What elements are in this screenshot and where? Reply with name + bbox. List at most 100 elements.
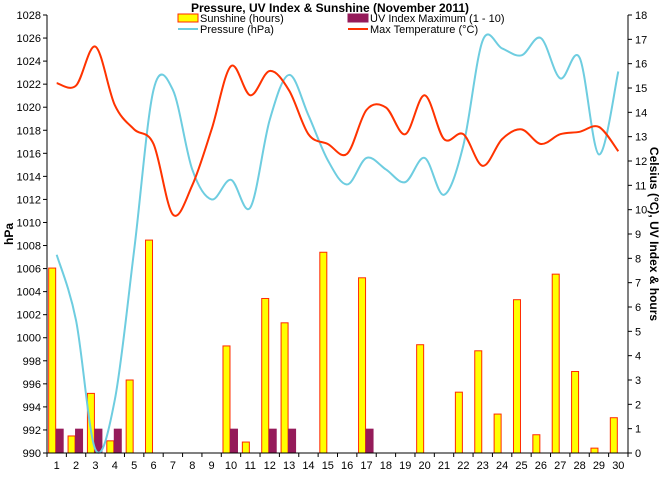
sunshine-bar bbox=[241, 441, 250, 454]
x-tick-label: 6 bbox=[150, 460, 156, 472]
x-tick-label: 15 bbox=[322, 460, 334, 472]
x-tick-label: 18 bbox=[380, 460, 392, 472]
left-tick-label: 992 bbox=[23, 425, 41, 437]
x-tick-label: 23 bbox=[477, 460, 489, 472]
legend-label: Sunshine (hours) bbox=[200, 13, 284, 25]
sunshine-bar bbox=[512, 299, 521, 454]
x-tick-label: 10 bbox=[225, 460, 237, 472]
sunshine-bar bbox=[493, 413, 502, 454]
left-tick-label: 996 bbox=[23, 379, 41, 391]
uv-bar bbox=[229, 428, 238, 453]
x-tick-label: 17 bbox=[360, 460, 372, 472]
right-tick-label: 13 bbox=[635, 132, 647, 144]
x-tick-label: 11 bbox=[245, 460, 256, 472]
left-tick-label: 990 bbox=[23, 448, 41, 460]
right-tick-label: 0 bbox=[635, 448, 641, 460]
sunshine-bar bbox=[551, 273, 560, 454]
x-tick-label: 12 bbox=[264, 460, 276, 472]
right-tick-label: 16 bbox=[635, 59, 647, 71]
right-tick-label: 3 bbox=[635, 375, 641, 387]
right-tick-label: 15 bbox=[635, 83, 647, 95]
right-tick-label: 1 bbox=[635, 424, 641, 436]
right-tick-label: 12 bbox=[635, 156, 647, 168]
sunshine-bar bbox=[532, 434, 541, 454]
right-tick-label: 5 bbox=[635, 326, 641, 338]
left-tick-label: 1012 bbox=[17, 194, 41, 206]
x-tick-label: 19 bbox=[399, 460, 411, 472]
legend-label: Max Temperature (°C) bbox=[370, 24, 478, 36]
right-tick-label: 4 bbox=[635, 351, 641, 363]
sunshine-bar bbox=[222, 345, 231, 454]
x-tick-label: 14 bbox=[302, 460, 314, 472]
right-tick-label: 10 bbox=[635, 205, 647, 217]
sunshine-bar bbox=[319, 251, 328, 454]
chart-title: Pressure, UV Index & Sunshine (November … bbox=[191, 1, 469, 15]
right-tick-label: 17 bbox=[635, 34, 647, 46]
right-tick-label: 8 bbox=[635, 253, 641, 265]
sunshine-bar bbox=[590, 447, 599, 454]
x-tick-label: 24 bbox=[496, 460, 508, 472]
uv-bar bbox=[55, 428, 64, 453]
sunshine-bar bbox=[454, 391, 463, 454]
legend-label: Pressure (hPa) bbox=[200, 24, 274, 36]
left-tick-label: 994 bbox=[23, 402, 41, 414]
left-axis-title: hPa bbox=[2, 223, 16, 245]
x-tick-label: 22 bbox=[457, 460, 469, 472]
left-tick-label: 1028 bbox=[17, 10, 41, 22]
legend-label: UV Index Maximum (1 - 10) bbox=[370, 13, 504, 25]
left-tick-label: 1000 bbox=[17, 333, 41, 345]
left-tick-label: 1016 bbox=[17, 148, 41, 160]
sunshine-bar bbox=[609, 417, 618, 454]
legend: Sunshine (hours) UV Index Maximum (1 - 10… bbox=[177, 13, 504, 36]
x-tick-label: 25 bbox=[515, 460, 527, 472]
right-tick-label: 11 bbox=[635, 180, 646, 192]
left-tick-label: 1022 bbox=[17, 79, 41, 91]
left-tick-label: 1018 bbox=[17, 125, 41, 137]
right-tick-label: 18 bbox=[635, 10, 647, 22]
x-tick-label: 3 bbox=[92, 460, 98, 472]
x-tick-label: 28 bbox=[573, 460, 585, 472]
x-tick-label: 29 bbox=[593, 460, 605, 472]
x-tick-label: 21 bbox=[438, 460, 450, 472]
sunshine-bar bbox=[280, 322, 289, 454]
sunshine-bar bbox=[416, 344, 425, 454]
legend-swatch bbox=[177, 13, 199, 23]
left-tick-label: 1020 bbox=[17, 102, 41, 114]
x-tick-label: 27 bbox=[554, 460, 566, 472]
max-temperature-line bbox=[56, 45, 620, 217]
left-tick-label: 1014 bbox=[17, 171, 41, 183]
sunshine-bar bbox=[571, 370, 580, 454]
sunshine-bar bbox=[125, 379, 134, 454]
right-tick-label: 9 bbox=[635, 229, 641, 241]
x-tick-label: 5 bbox=[131, 460, 137, 472]
pressure-line bbox=[55, 33, 620, 454]
right-tick-label: 2 bbox=[635, 399, 641, 411]
left-tick-label: 998 bbox=[23, 356, 41, 368]
left-tick-label: 1002 bbox=[17, 310, 41, 322]
uv-bar bbox=[94, 428, 103, 453]
left-tick-label: 1026 bbox=[17, 33, 41, 45]
x-tick-label: 8 bbox=[189, 460, 195, 472]
left-tick-label: 1008 bbox=[17, 241, 41, 253]
sunshine-bar bbox=[145, 239, 154, 454]
sunshine-bar bbox=[67, 435, 76, 454]
x-tick-label: 4 bbox=[112, 460, 118, 472]
left-tick-label: 1024 bbox=[17, 56, 41, 68]
x-tick-label: 1 bbox=[54, 460, 60, 472]
uv-bar bbox=[75, 428, 84, 453]
sunshine-bar bbox=[106, 440, 115, 454]
left-tick-label: 1006 bbox=[17, 264, 41, 276]
x-tick-label: 30 bbox=[612, 460, 624, 472]
right-axis-title: Celsius (°C), UV Index & hours bbox=[647, 147, 661, 321]
left-tick-label: 1010 bbox=[17, 217, 41, 229]
uv-bar bbox=[268, 428, 277, 453]
legend-swatch bbox=[347, 13, 369, 23]
uv-bar bbox=[113, 428, 122, 453]
uv-bar bbox=[288, 428, 297, 453]
x-tick-label: 16 bbox=[341, 460, 353, 472]
left-tick-label: 1004 bbox=[17, 287, 41, 299]
x-tick-label: 2 bbox=[73, 460, 79, 472]
right-tick-label: 14 bbox=[635, 107, 647, 119]
sunshine-bar bbox=[474, 350, 483, 454]
sunshine-bar bbox=[261, 297, 270, 454]
